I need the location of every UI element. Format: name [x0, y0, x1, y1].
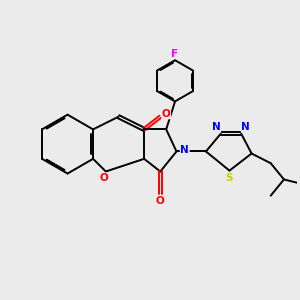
Text: O: O — [156, 196, 165, 206]
Text: O: O — [100, 173, 109, 183]
Text: F: F — [172, 49, 178, 59]
Text: O: O — [162, 109, 171, 119]
Text: S: S — [226, 173, 233, 183]
Text: N: N — [212, 122, 220, 132]
Text: N: N — [180, 145, 189, 155]
Text: N: N — [241, 122, 250, 132]
